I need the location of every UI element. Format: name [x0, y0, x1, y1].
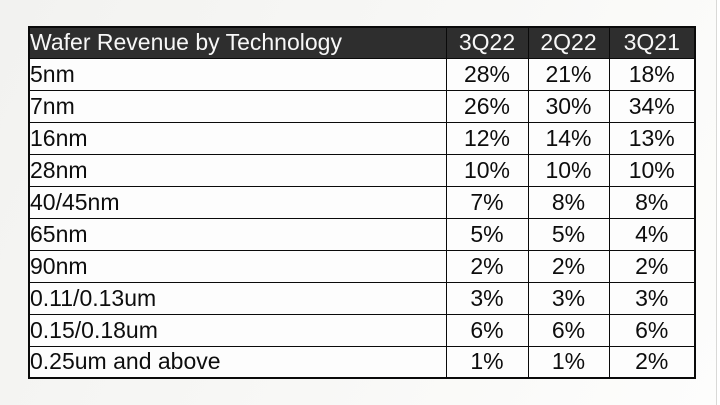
value-cell-2q22: 3%: [527, 281, 610, 315]
value-cell-3q22: 10%: [445, 153, 529, 187]
table-row: 0.25um and above 1% 1% 2%: [28, 345, 696, 379]
value-cell-3q22: 12%: [445, 121, 529, 155]
wafer-revenue-table: Wafer Revenue by Technology 3Q22 2Q22 3Q21…: [28, 26, 696, 379]
technology-label-cell: 16nm: [28, 121, 447, 155]
table-row: 16nm 12% 14% 13%: [28, 121, 696, 155]
value-cell-3q21: 13%: [608, 121, 696, 155]
table-row: 0.15/0.18um 6% 6% 6%: [28, 313, 696, 347]
value-cell-3q21: 8%: [608, 185, 696, 219]
value-cell-3q21: 4%: [608, 217, 696, 251]
value-cell-2q22: 10%: [527, 153, 610, 187]
value-cell-3q21: 34%: [608, 89, 696, 123]
value-cell-3q22: 28%: [445, 57, 529, 91]
value-cell-3q22: 7%: [445, 185, 529, 219]
table-row: 65nm 5% 5% 4%: [28, 217, 696, 251]
value-cell-2q22: 6%: [527, 313, 610, 347]
value-cell-3q21: 6%: [608, 313, 696, 347]
technology-label-cell: 0.11/0.13um: [28, 281, 447, 315]
value-cell-3q22: 2%: [445, 249, 529, 283]
table-body: 5nm 28% 21% 18% 7nm 26% 30% 34% 16nm 12% 14% 13% 28n…: [28, 57, 696, 379]
value-cell-3q21: 2%: [608, 249, 696, 283]
value-cell-3q21: 18%: [608, 57, 696, 91]
technology-label-cell: 7nm: [28, 89, 447, 123]
technology-label-cell: 0.25um and above: [28, 345, 447, 379]
technology-label-cell: 5nm: [28, 57, 447, 91]
value-cell-2q22: 30%: [527, 89, 610, 123]
technology-label-cell: 0.15/0.18um: [28, 313, 447, 347]
table-row: 7nm 26% 30% 34%: [28, 89, 696, 123]
technology-label-cell: 90nm: [28, 249, 447, 283]
value-cell-3q22: 5%: [445, 217, 529, 251]
technology-label-cell: 65nm: [28, 217, 447, 251]
quarter-header-3q21: 3Q21: [608, 26, 696, 59]
table-header-row: Wafer Revenue by Technology 3Q22 2Q22 3Q21: [28, 26, 696, 59]
table-row: 40/45nm 7% 8% 8%: [28, 185, 696, 219]
value-cell-2q22: 14%: [527, 121, 610, 155]
value-cell-2q22: 5%: [527, 217, 610, 251]
value-cell-2q22: 8%: [527, 185, 610, 219]
value-cell-3q22: 1%: [445, 345, 529, 379]
value-cell-3q21: 3%: [608, 281, 696, 315]
table-row: 90nm 2% 2% 2%: [28, 249, 696, 283]
value-cell-2q22: 2%: [527, 249, 610, 283]
value-cell-3q22: 26%: [445, 89, 529, 123]
value-cell-3q22: 6%: [445, 313, 529, 347]
quarter-header-2q22: 2Q22: [527, 26, 610, 59]
value-cell-3q21: 2%: [608, 345, 696, 379]
table-row: 28nm 10% 10% 10%: [28, 153, 696, 187]
value-cell-2q22: 1%: [527, 345, 610, 379]
technology-label-cell: 28nm: [28, 153, 447, 187]
quarter-header-3q22: 3Q22: [445, 26, 529, 59]
table-title-header: Wafer Revenue by Technology: [28, 26, 447, 59]
value-cell-2q22: 21%: [527, 57, 610, 91]
table-row: 5nm 28% 21% 18%: [28, 57, 696, 91]
value-cell-3q21: 10%: [608, 153, 696, 187]
table-row: 0.11/0.13um 3% 3% 3%: [28, 281, 696, 315]
value-cell-3q22: 3%: [445, 281, 529, 315]
technology-label-cell: 40/45nm: [28, 185, 447, 219]
